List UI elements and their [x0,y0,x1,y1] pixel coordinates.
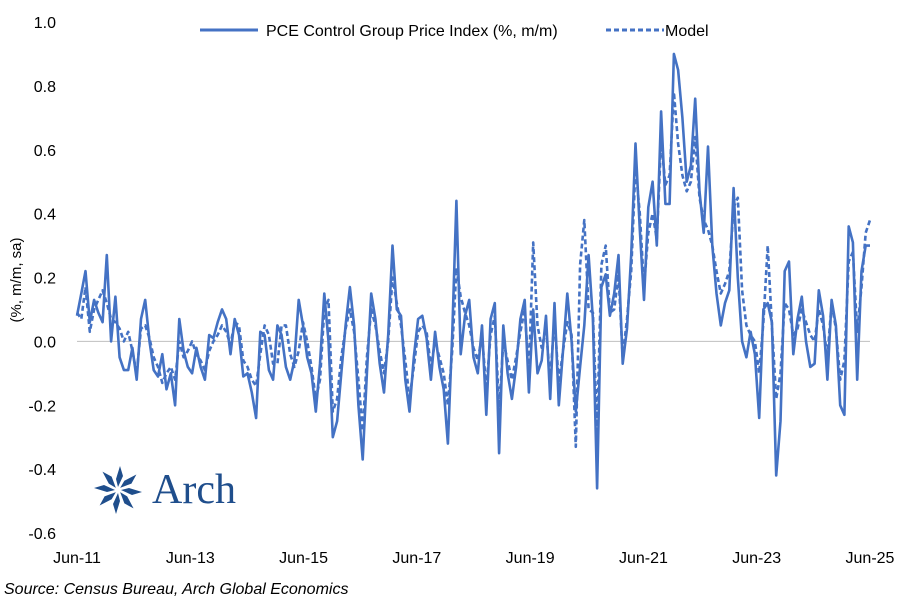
star-icon [94,466,142,514]
legend-label-pce: PCE Control Group Price Index (%, m/m) [266,23,558,40]
y-axis-label: (%, m/m, sa) [8,237,25,322]
y-tick-label: 0.0 [34,334,56,351]
source-note: Source: Census Bureau, Arch Global Econo… [4,581,349,598]
x-tick-label: Jun-25 [846,550,895,567]
y-tick-label: 0.4 [34,207,56,224]
x-tick-label: Jun-15 [279,550,328,567]
y-tick-label: 0.2 [34,271,56,288]
logo-wordmark: Arch [152,467,236,513]
x-tick-label: Jun-23 [732,550,781,567]
y-axis-tick-labels: 1.0 0.8 0.6 0.4 0.2 0.0 -0.2 -0.4 -0.6 [28,15,56,543]
model-series-line [75,91,872,449]
legend-label-model: Model [665,23,709,40]
y-tick-label: 0.8 [34,79,56,96]
x-axis-tick-labels: Jun-11 Jun-13 Jun-15 Jun-17 Jun-19 Jun-21 Jun-… [53,550,894,567]
arch-logo: Arch [94,466,236,514]
y-tick-label: 1.0 [34,15,56,32]
y-tick-label: -0.2 [28,398,56,415]
x-tick-label: Jun-17 [392,550,441,567]
x-tick-label: Jun-21 [619,550,668,567]
y-tick-label: -0.6 [28,526,56,543]
x-tick-label: Jun-19 [506,550,555,567]
x-tick-label: Jun-13 [166,550,215,567]
legend: PCE Control Group Price Index (%, m/m) M… [200,23,709,40]
pce-series-line [75,52,870,490]
x-tick-label: Jun-11 [53,550,101,567]
y-tick-label: -0.4 [28,462,56,479]
y-tick-label: 0.6 [34,143,56,160]
series-lines [75,52,872,490]
